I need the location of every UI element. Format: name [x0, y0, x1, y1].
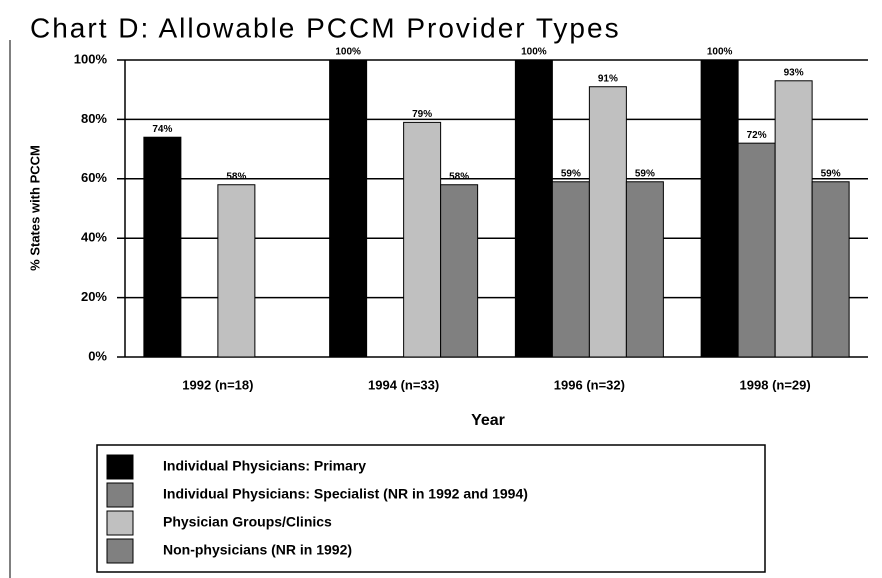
- bar: [700, 59, 739, 358]
- bar: [514, 59, 553, 358]
- x-tick-label: 1998 (n=29): [740, 377, 811, 392]
- bar: [143, 136, 182, 358]
- bar: [440, 184, 479, 358]
- bar: [217, 184, 256, 358]
- value-label: 59%: [635, 168, 655, 179]
- legend-box: [96, 444, 766, 573]
- bar: [737, 142, 776, 358]
- value-label: 91%: [598, 73, 618, 84]
- x-tick-label: 1994 (n=33): [368, 377, 439, 392]
- legend-label: Individual Physicians: Primary: [163, 458, 366, 474]
- legend-label: Individual Physicians: Specialist (NR in…: [163, 486, 528, 502]
- bar: [551, 181, 590, 358]
- y-axis-label: % States with PCCM: [27, 145, 42, 271]
- y-tick-label: 100%: [74, 51, 108, 66]
- x-tick-label: 1996 (n=32): [554, 377, 625, 392]
- value-label: 93%: [784, 67, 804, 78]
- legend-label: Non-physicians (NR in 1992): [163, 542, 352, 558]
- value-label: 72%: [747, 130, 767, 141]
- bar: [625, 181, 664, 358]
- legend-label: Physician Groups/Clinics: [163, 514, 332, 530]
- x-tick-label: 1992 (n=18): [182, 377, 253, 392]
- bar: [403, 121, 442, 358]
- bar: [774, 80, 813, 358]
- value-label: 74%: [152, 124, 172, 135]
- legend-swatch: [106, 510, 134, 536]
- value-label: 59%: [561, 168, 581, 179]
- bar: [811, 181, 850, 358]
- y-tick-label: 80%: [81, 111, 107, 126]
- y-tick-label: 0%: [88, 348, 107, 363]
- value-label: 59%: [821, 168, 841, 179]
- chart-title: Chart D: Allowable PCCM Provider Types: [30, 12, 621, 43]
- value-label: 100%: [521, 47, 547, 58]
- value-label: 58%: [449, 171, 469, 182]
- legend-swatch: [106, 538, 134, 564]
- legend-swatch: [106, 454, 134, 480]
- y-tick-label: 60%: [81, 170, 107, 185]
- value-label: 100%: [707, 47, 733, 58]
- value-label: 58%: [226, 171, 246, 182]
- legend-swatch: [106, 482, 134, 508]
- x-axis-label: Year: [471, 412, 505, 429]
- bar: [329, 59, 368, 358]
- bar: [588, 86, 627, 358]
- y-tick-label: 20%: [81, 289, 107, 304]
- value-label: 100%: [335, 47, 361, 58]
- value-label: 79%: [412, 109, 432, 120]
- y-tick-label: 40%: [81, 230, 107, 245]
